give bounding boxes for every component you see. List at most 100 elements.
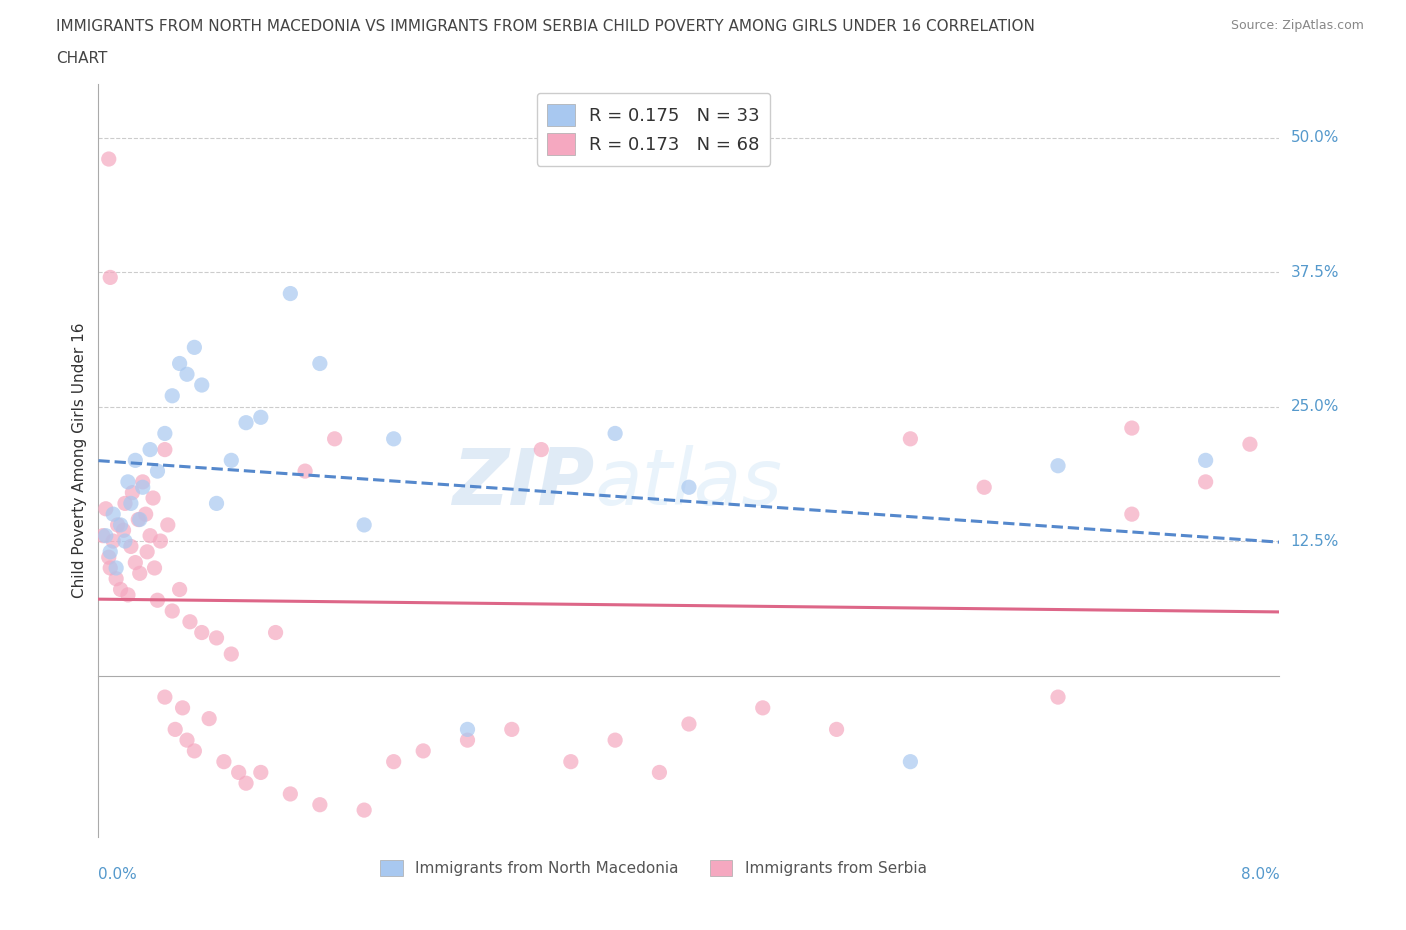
Text: 8.0%: 8.0%: [1240, 867, 1279, 883]
Point: [117, 588, 139, 603]
Point: [250, 410, 273, 425]
Point: [264, 625, 287, 640]
Point: [1239, 437, 1261, 452]
Point: [191, 625, 214, 640]
Text: 37.5%: 37.5%: [1291, 264, 1339, 280]
Point: [228, 765, 250, 780]
Point: [605, 733, 627, 748]
Point: [105, 571, 128, 586]
Point: [120, 496, 142, 511]
Point: [103, 507, 125, 522]
Point: [172, 700, 194, 715]
Point: [121, 485, 143, 500]
Point: [162, 389, 183, 404]
Text: ZIP: ZIP: [453, 445, 595, 521]
Point: [648, 765, 671, 780]
Point: [132, 474, 155, 489]
Point: [1195, 453, 1218, 468]
Point: [103, 534, 125, 549]
Point: [124, 555, 146, 570]
Point: [1121, 507, 1143, 522]
Point: [457, 733, 479, 748]
Point: [149, 534, 172, 549]
Point: [128, 565, 150, 580]
Point: [412, 743, 434, 758]
Point: [128, 512, 150, 527]
Point: [280, 787, 302, 802]
Point: [146, 464, 169, 479]
Legend: Immigrants from North Macedonia, Immigrants from Serbia: Immigrants from North Macedonia, Immigra…: [374, 854, 932, 882]
Y-axis label: Child Poverty Among Girls Under 16: Child Poverty Among Girls Under 16: [72, 323, 87, 598]
Point: [127, 512, 149, 527]
Point: [153, 442, 176, 457]
Point: [94, 528, 117, 543]
Point: [1046, 458, 1070, 473]
Point: [153, 690, 176, 705]
Point: [353, 803, 375, 817]
Point: [165, 722, 187, 737]
Text: atlas: atlas: [595, 445, 782, 521]
Point: [135, 507, 157, 522]
Point: [97, 550, 120, 565]
Text: CHART: CHART: [56, 51, 108, 66]
Point: [169, 582, 191, 597]
Point: [114, 496, 136, 511]
Point: [1046, 690, 1070, 705]
Point: [98, 270, 121, 285]
Point: [752, 700, 775, 715]
Point: [457, 722, 479, 737]
Point: [221, 453, 243, 468]
Point: [110, 582, 132, 597]
Point: [323, 432, 346, 446]
Point: [142, 491, 165, 506]
Point: [205, 496, 228, 511]
Text: Source: ZipAtlas.com: Source: ZipAtlas.com: [1230, 19, 1364, 32]
Point: [153, 426, 176, 441]
Point: [114, 534, 136, 549]
Text: IMMIGRANTS FROM NORTH MACEDONIA VS IMMIGRANTS FROM SERBIA CHILD POVERTY AMONG GI: IMMIGRANTS FROM NORTH MACEDONIA VS IMMIG…: [56, 19, 1035, 33]
Point: [900, 432, 922, 446]
Point: [198, 711, 221, 726]
Point: [221, 646, 243, 661]
Point: [97, 152, 120, 166]
Point: [176, 366, 198, 381]
Point: [176, 733, 198, 748]
Point: [1121, 420, 1143, 435]
Point: [112, 523, 135, 538]
Text: 12.5%: 12.5%: [1291, 534, 1339, 549]
Point: [110, 517, 132, 532]
Point: [235, 415, 257, 430]
Point: [162, 604, 183, 618]
Point: [678, 480, 700, 495]
Point: [678, 717, 700, 732]
Point: [156, 517, 179, 532]
Point: [179, 615, 201, 630]
Text: 0.0%: 0.0%: [98, 867, 138, 883]
Point: [169, 356, 191, 371]
Point: [250, 765, 273, 780]
Point: [191, 378, 214, 392]
Point: [120, 539, 142, 554]
Point: [105, 561, 128, 576]
Point: [235, 776, 257, 790]
Point: [294, 464, 316, 479]
Point: [353, 517, 375, 532]
Point: [382, 432, 405, 446]
Point: [501, 722, 523, 737]
Point: [530, 442, 553, 457]
Point: [900, 754, 922, 769]
Point: [309, 356, 332, 371]
Point: [183, 340, 205, 355]
Point: [212, 754, 235, 769]
Point: [143, 561, 166, 576]
Point: [825, 722, 848, 737]
Text: 50.0%: 50.0%: [1291, 130, 1339, 145]
Point: [117, 474, 139, 489]
Point: [98, 544, 121, 559]
Point: [382, 754, 405, 769]
Point: [205, 631, 228, 645]
Point: [309, 797, 332, 812]
Point: [136, 544, 159, 559]
Point: [973, 480, 995, 495]
Point: [146, 592, 169, 607]
